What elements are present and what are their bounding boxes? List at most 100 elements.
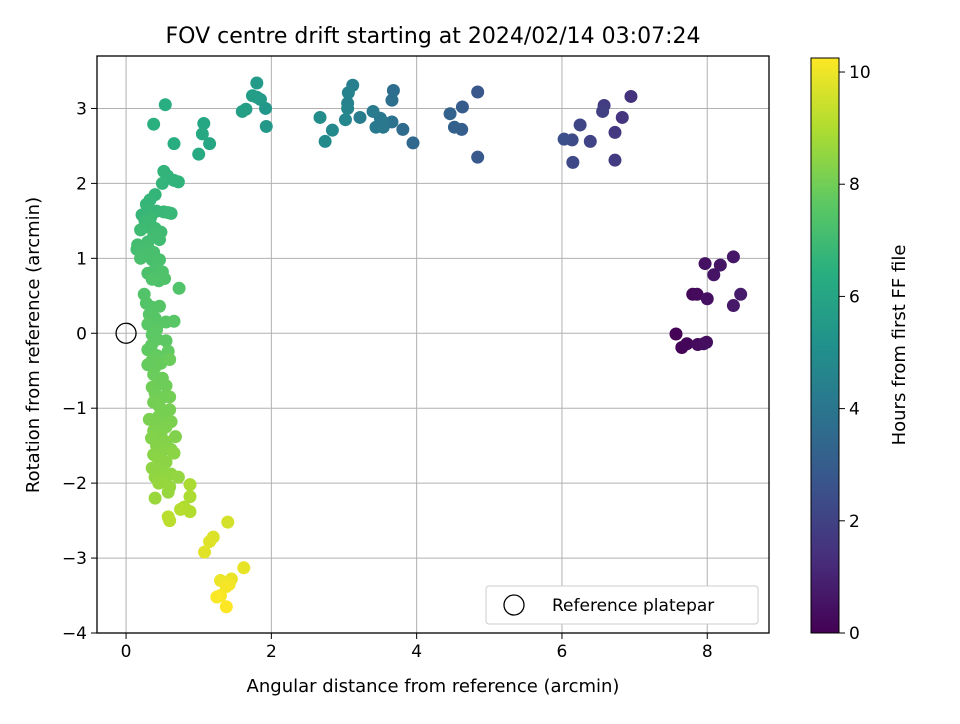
data-point xyxy=(318,134,332,148)
data-point xyxy=(313,110,327,124)
data-point xyxy=(148,491,162,505)
y-tick-label: 0 xyxy=(76,324,87,344)
data-point xyxy=(366,104,380,118)
data-point xyxy=(455,100,469,114)
data-point xyxy=(707,268,721,282)
y-tick-label: 2 xyxy=(76,174,87,194)
data-point xyxy=(369,120,383,134)
data-point xyxy=(396,122,410,136)
data-point xyxy=(174,502,188,516)
reference-marker xyxy=(115,322,137,344)
data-point xyxy=(163,514,177,528)
data-point xyxy=(235,104,249,118)
y-tick-label: −3 xyxy=(62,549,87,569)
legend-box xyxy=(485,585,759,625)
data-point xyxy=(443,107,457,121)
data-point xyxy=(726,299,740,313)
y-tick-label: 1 xyxy=(76,249,87,269)
reference-marker-group xyxy=(115,322,137,344)
data-point xyxy=(167,314,181,328)
data-point xyxy=(245,89,259,103)
data-point xyxy=(157,164,171,178)
data-point xyxy=(159,334,173,348)
data-point xyxy=(700,292,714,306)
data-point xyxy=(195,127,209,141)
data-point xyxy=(145,272,159,286)
colorbar-label: Hours from first FF file xyxy=(889,245,910,446)
data-point xyxy=(158,272,172,286)
data-point xyxy=(608,153,622,167)
colorbar: 0 2 4 6 8 10 Hours from first FF file xyxy=(810,57,910,644)
data-point xyxy=(192,147,206,161)
data-point xyxy=(583,134,597,148)
data-point xyxy=(385,93,399,107)
data-point xyxy=(167,446,181,460)
colorbar-tick-label: 4 xyxy=(849,400,860,420)
data-point xyxy=(386,83,400,97)
legend: Reference platepar xyxy=(485,585,759,625)
data-point xyxy=(171,470,185,484)
data-point xyxy=(159,379,173,393)
data-point xyxy=(726,250,740,264)
data-point xyxy=(338,113,352,127)
data-point xyxy=(219,600,233,614)
plot-frame xyxy=(96,55,770,634)
data-point xyxy=(713,258,727,272)
x-tick-label: 6 xyxy=(557,642,568,662)
data-point xyxy=(221,515,235,529)
data-point xyxy=(197,116,211,130)
data-point xyxy=(147,117,161,131)
data-point xyxy=(161,206,175,220)
data-point xyxy=(447,120,461,134)
data-point xyxy=(163,352,177,366)
data-point xyxy=(161,485,175,499)
data-point xyxy=(325,123,339,137)
x-tick-label: 4 xyxy=(411,642,422,662)
data-point xyxy=(700,335,714,349)
x-axis-label: Angular distance from reference (arcmin) xyxy=(247,676,620,697)
data-point xyxy=(680,337,694,351)
data-point xyxy=(608,125,622,139)
data-point xyxy=(203,535,217,549)
colorbar-tick-label: 6 xyxy=(849,287,860,307)
colorbar-gradient xyxy=(810,57,840,634)
y-tick-label: −1 xyxy=(62,399,87,419)
x-tick-label: 0 xyxy=(121,642,132,662)
y-tick-label: −4 xyxy=(62,624,87,644)
data-point xyxy=(163,390,177,404)
colorbar-tick-label: 10 xyxy=(849,63,871,83)
legend-marker-icon xyxy=(503,594,525,616)
x-tick-label: 2 xyxy=(266,642,277,662)
data-point xyxy=(624,89,638,103)
data-point xyxy=(152,253,166,267)
data-point xyxy=(158,98,172,112)
y-tick-label: −2 xyxy=(62,474,87,494)
data-point xyxy=(406,136,420,150)
data-point xyxy=(734,287,748,301)
data-point xyxy=(341,86,355,100)
data-point xyxy=(167,137,181,151)
y-axis-label: Rotation from reference (arcmin) xyxy=(23,197,44,493)
data-point xyxy=(168,430,182,444)
data-point xyxy=(566,155,580,169)
data-point xyxy=(341,101,355,115)
data-point xyxy=(134,223,148,237)
x-axis-ticks: 0 2 4 6 8 xyxy=(121,633,713,662)
data-point xyxy=(155,176,169,190)
data-point xyxy=(250,76,264,90)
data-point xyxy=(615,110,629,124)
data-point xyxy=(152,476,166,490)
colorbar-ticks: 0 2 4 6 8 10 xyxy=(839,63,871,644)
data-point xyxy=(596,104,610,118)
data-point xyxy=(203,137,217,151)
data-point xyxy=(259,119,273,133)
data-point xyxy=(471,85,485,99)
data-point xyxy=(690,287,704,301)
data-point xyxy=(573,118,587,132)
data-point xyxy=(183,490,197,504)
colorbar-tick-label: 8 xyxy=(849,175,860,195)
data-point xyxy=(698,257,712,271)
legend-entry-reference: Reference platepar xyxy=(552,596,714,616)
chart-title: FOV centre drift starting at 2024/02/14 … xyxy=(166,24,701,49)
